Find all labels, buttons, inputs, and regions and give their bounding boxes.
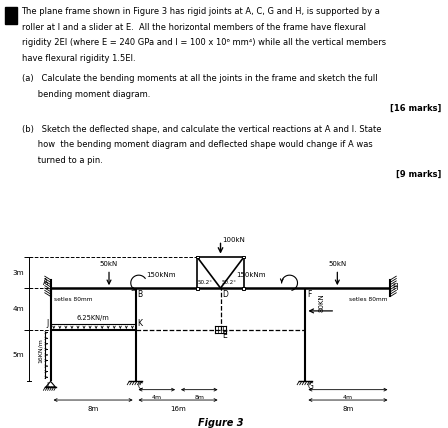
- Text: C: C: [138, 382, 143, 392]
- Text: 50.2°: 50.2°: [221, 280, 237, 285]
- Text: 4m: 4m: [152, 395, 162, 400]
- Text: [16 marks]: [16 marks]: [390, 104, 441, 113]
- Text: turned to a pin.: turned to a pin.: [22, 156, 103, 165]
- Text: 16m: 16m: [170, 406, 186, 412]
- Text: 150kNm: 150kNm: [146, 272, 176, 278]
- Text: 5m: 5m: [13, 353, 24, 359]
- Text: roller at I and a slider at E.  All the horizontal members of the frame have fle: roller at I and a slider at E. All the h…: [22, 23, 366, 32]
- Text: how  the bending moment diagram and deflected shape would change if A was: how the bending moment diagram and defle…: [22, 140, 372, 149]
- Text: 100kN: 100kN: [223, 238, 246, 244]
- Text: rigidity 2EI (where E = 240 GPa and I = 100 x 10⁶ mm⁴) while all the vertical me: rigidity 2EI (where E = 240 GPa and I = …: [22, 39, 386, 48]
- Text: H: H: [392, 282, 398, 291]
- Text: G: G: [308, 382, 314, 392]
- Text: B: B: [138, 290, 143, 299]
- Text: J: J: [46, 319, 48, 328]
- Text: 16KN/m: 16KN/m: [38, 338, 43, 363]
- Bar: [196, 287, 198, 290]
- Text: 150kNm: 150kNm: [237, 272, 266, 278]
- Text: setles 80mm: setles 80mm: [54, 297, 92, 302]
- Text: 80KN: 80KN: [319, 293, 324, 312]
- Text: K: K: [138, 319, 142, 328]
- Text: [9 marks]: [9 marks]: [396, 170, 441, 179]
- Text: The plane frame shown in Figure 3 has rigid joints at A, C, G and H, is supporte: The plane frame shown in Figure 3 has ri…: [22, 7, 380, 16]
- Text: E: E: [223, 330, 228, 339]
- Bar: [5, 7, 17, 24]
- Bar: [242, 256, 246, 259]
- Text: 8m: 8m: [87, 406, 99, 412]
- Text: 6.25KN/m: 6.25KN/m: [77, 315, 109, 321]
- Text: Figure 3: Figure 3: [198, 418, 243, 428]
- Text: I: I: [46, 382, 48, 392]
- Text: 50.2°: 50.2°: [197, 280, 212, 285]
- Text: 50kN: 50kN: [328, 262, 346, 268]
- Text: setles 80mm: setles 80mm: [349, 297, 387, 302]
- Bar: [242, 287, 246, 290]
- Text: 4m: 4m: [13, 306, 24, 312]
- Text: D: D: [223, 290, 228, 299]
- Text: 4m: 4m: [343, 395, 353, 400]
- Text: 50kN: 50kN: [100, 262, 118, 268]
- Text: A: A: [43, 277, 48, 287]
- Text: 8m: 8m: [342, 406, 353, 412]
- Text: bending moment diagram.: bending moment diagram.: [22, 90, 150, 99]
- Text: (b)   Sketch the deflected shape, and calculate the vertical reactions at A and : (b) Sketch the deflected shape, and calc…: [22, 125, 381, 134]
- Text: have flexural rigidity 1.5EI.: have flexural rigidity 1.5EI.: [22, 54, 135, 63]
- Bar: [196, 256, 198, 259]
- Text: 3m: 3m: [13, 270, 24, 276]
- Text: 8m: 8m: [194, 395, 204, 400]
- Text: F: F: [308, 290, 312, 299]
- Text: (a)   Calculate the bending moments at all the joints in the frame and sketch th: (a) Calculate the bending moments at all…: [22, 74, 377, 83]
